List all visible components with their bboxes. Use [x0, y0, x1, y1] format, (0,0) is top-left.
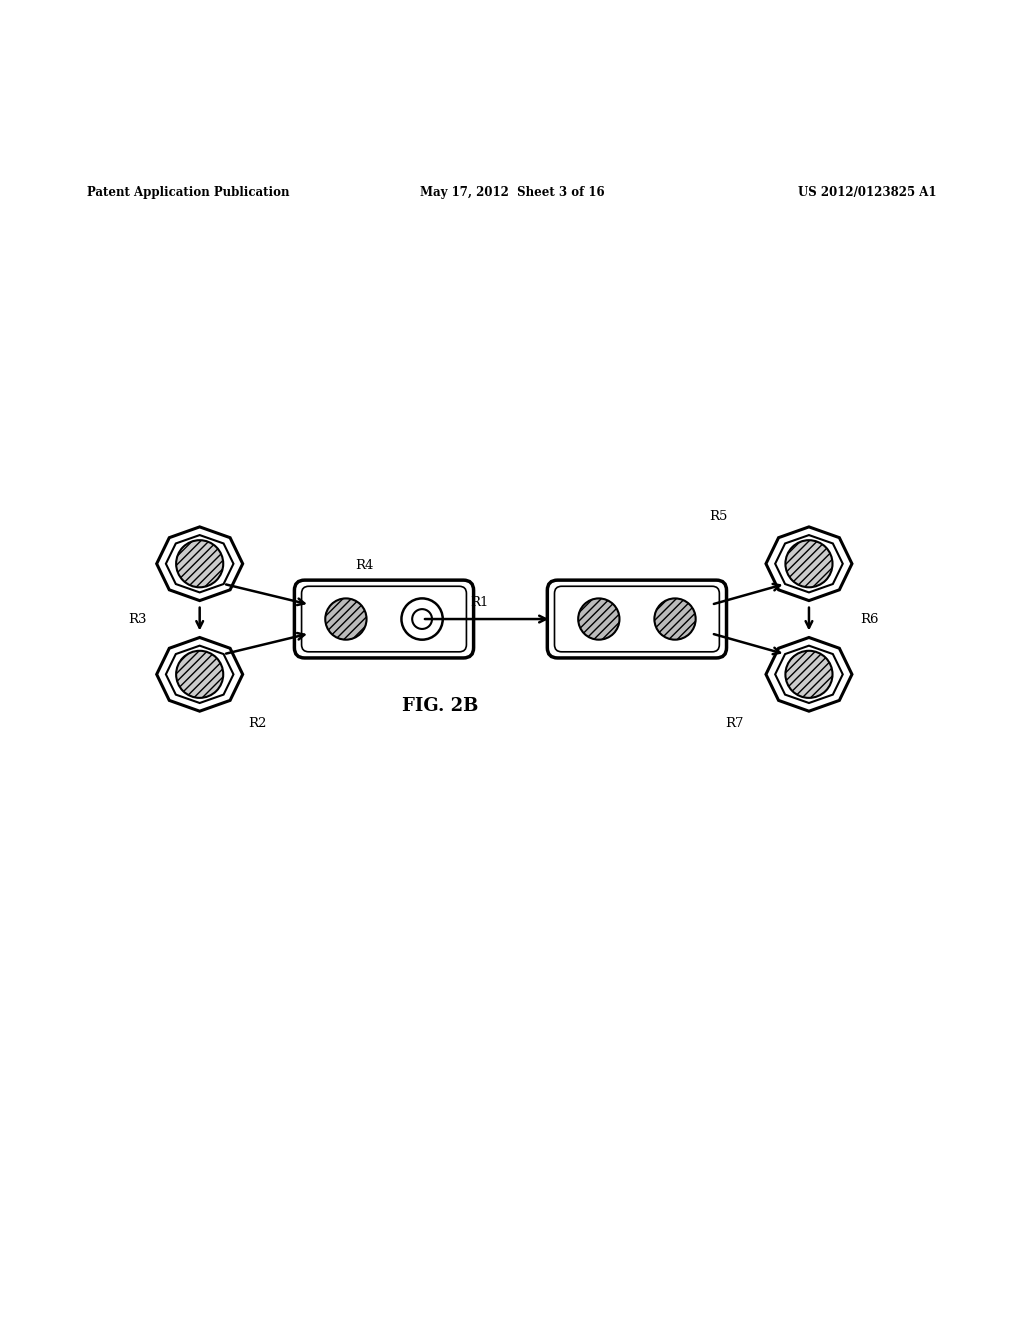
Text: R7: R7	[725, 717, 743, 730]
Polygon shape	[166, 535, 233, 593]
Text: Patent Application Publication: Patent Application Publication	[87, 186, 290, 199]
Polygon shape	[775, 535, 843, 593]
Polygon shape	[766, 527, 852, 601]
Polygon shape	[766, 638, 852, 711]
Circle shape	[401, 598, 442, 640]
Circle shape	[785, 540, 833, 587]
Text: R4: R4	[355, 558, 374, 572]
Circle shape	[654, 598, 695, 640]
Polygon shape	[157, 638, 243, 711]
Circle shape	[785, 651, 833, 698]
FancyBboxPatch shape	[547, 579, 727, 657]
Polygon shape	[166, 645, 233, 704]
Circle shape	[176, 651, 223, 698]
Circle shape	[413, 609, 432, 628]
Text: R1: R1	[470, 595, 488, 609]
Circle shape	[579, 598, 620, 640]
Text: FIG. 2B: FIG. 2B	[402, 697, 478, 715]
Text: May 17, 2012  Sheet 3 of 16: May 17, 2012 Sheet 3 of 16	[420, 186, 604, 199]
FancyBboxPatch shape	[295, 579, 473, 657]
Polygon shape	[157, 527, 243, 601]
Text: R2: R2	[248, 717, 266, 730]
Text: R6: R6	[860, 612, 879, 626]
Text: R5: R5	[710, 510, 728, 523]
Polygon shape	[775, 645, 843, 704]
Circle shape	[176, 540, 223, 587]
Text: US 2012/0123825 A1: US 2012/0123825 A1	[799, 186, 937, 199]
Text: R3: R3	[128, 612, 146, 626]
Circle shape	[326, 598, 367, 640]
